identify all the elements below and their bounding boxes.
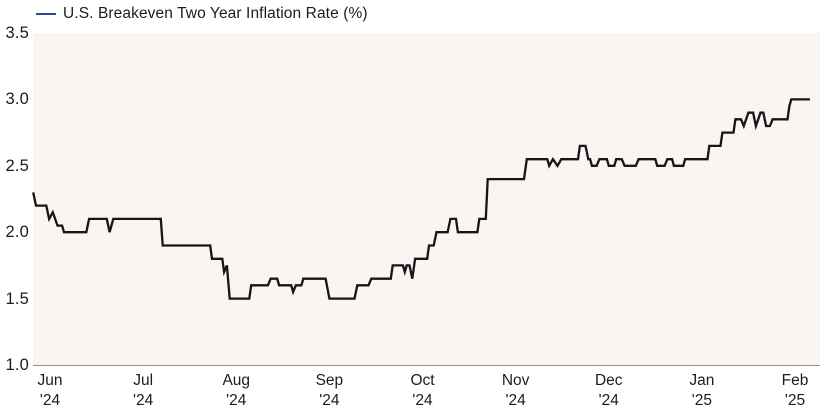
legend: U.S. Breakeven Two Year Inflation Rate (… [36, 4, 368, 24]
y-tick-label: 2.0 [5, 223, 29, 242]
x-tick-label: Jan '25 [689, 372, 715, 409]
x-tick-label: Jul '24 [133, 372, 154, 409]
y-tick-label: 1.5 [5, 289, 29, 308]
x-tick-label: Nov '24 [501, 372, 530, 409]
x-tick-label: Sep '24 [315, 372, 344, 409]
y-tick-label: 3.0 [5, 90, 29, 109]
chart-title: U.S. Breakeven Two Year Inflation Rate (… [63, 5, 368, 22]
x-tick-label: Dec '24 [594, 372, 623, 409]
y-tick-label: 1.0 [5, 356, 29, 374]
y-tick-label: 3.5 [5, 24, 29, 42]
x-tick-label: Oct '24 [410, 372, 435, 409]
x-tick-label: Jun '24 [37, 372, 63, 409]
y-tick-label: 2.5 [5, 156, 29, 175]
legend-line-marker-icon [36, 13, 56, 15]
x-tick-label: Aug '24 [222, 372, 251, 409]
x-tick-label: Feb '25 [781, 372, 809, 409]
x-axis-line [33, 365, 820, 366]
plot-area [33, 33, 820, 365]
